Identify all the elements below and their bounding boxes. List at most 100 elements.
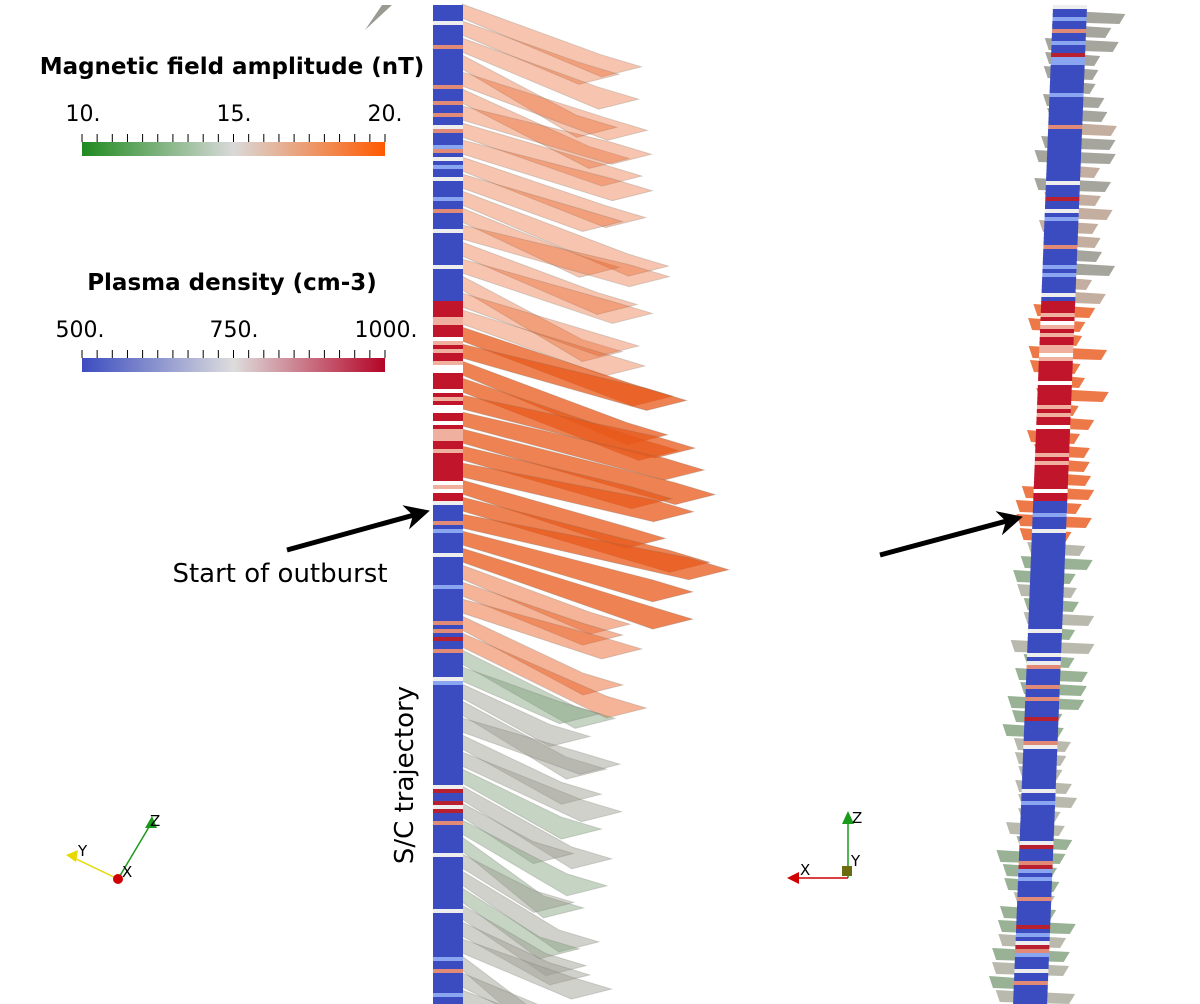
trajectory-segment: [433, 337, 463, 341]
trajectory-segment: [1029, 589, 1064, 593]
trajectory-segment: [1039, 337, 1074, 341]
trajectory-segment: [433, 885, 463, 889]
trajectory-segment: [1043, 245, 1078, 249]
trajectory-segment: [433, 633, 463, 637]
trajectory-segment: [1048, 121, 1083, 125]
axis-z-head: [145, 816, 157, 828]
trajectory-segment: [433, 321, 463, 325]
trajectory-segment: [1049, 81, 1084, 85]
trajectory-segment: [1033, 485, 1068, 489]
trajectory-segment: [1022, 761, 1057, 765]
trajectory-segment: [433, 569, 463, 573]
trajectory-segment: [1020, 813, 1055, 817]
trajectory-segment: [1051, 41, 1086, 45]
trajectory-segment: [433, 561, 463, 565]
field-arrow-glyph: [365, 5, 392, 30]
trajectory-segment: [1021, 789, 1056, 793]
trajectory-segment: [1051, 53, 1086, 57]
trajectory-segment: [1036, 405, 1071, 409]
trajectory-segment: [433, 189, 463, 193]
trajectory-segment: [1021, 797, 1056, 801]
trajectory-segment: [1017, 885, 1052, 889]
trajectory-segment: [1023, 741, 1058, 745]
trajectory-segment: [1026, 665, 1061, 669]
trajectory-segment: [1034, 473, 1069, 477]
trajectory-segment: [433, 285, 463, 289]
trajectory-segment: [1018, 873, 1053, 877]
trajectory-segment: [433, 433, 463, 437]
trajectory-segment: [1049, 85, 1084, 89]
trajectory-segment: [433, 265, 463, 269]
trajectory-segment: [1041, 301, 1076, 305]
trajectory-segment: [1021, 781, 1056, 785]
trajectory-segment: [433, 809, 463, 813]
trajectory-segment: [1013, 993, 1048, 997]
trajectory-segment: [433, 941, 463, 945]
trajectory-segment: [1049, 93, 1084, 97]
trajectory-segment: [433, 581, 463, 585]
trajectory-segment: [433, 985, 463, 989]
trajectory-segment: [433, 901, 463, 905]
axis-z-head: [842, 811, 854, 824]
trajectory-segment: [1025, 689, 1060, 693]
trajectory-segment: [433, 993, 463, 997]
trajectory-segment: [1016, 913, 1051, 917]
trajectory-segment: [1047, 149, 1082, 153]
trajectory-segment: [1024, 729, 1059, 733]
trajectory-segment: [1031, 537, 1066, 541]
trajectory-segment: [1050, 73, 1085, 77]
trajectory-segment: [1015, 949, 1050, 953]
trajectory-segment: [433, 77, 463, 81]
trajectory-segment: [1052, 13, 1087, 17]
trajectory-segment: [433, 341, 463, 345]
density-tick-mid: 750.: [210, 318, 259, 343]
trajectory-segment: [433, 641, 463, 645]
density-colorbar-title: Plasma density (cm-3): [87, 270, 377, 296]
trajectory-segment: [433, 729, 463, 733]
trajectory-segment: [433, 49, 463, 53]
trajectory-segment: [1037, 381, 1072, 385]
trajectory-segment: [433, 593, 463, 597]
trajectory-segment: [1023, 753, 1058, 757]
trajectory-segment: [433, 53, 463, 57]
trajectory-segment: [433, 85, 463, 89]
trajectory-segment: [433, 597, 463, 601]
trajectory-segment: [433, 125, 463, 129]
trajectory-segment: [433, 297, 463, 301]
trajectory-segment: [1022, 773, 1057, 777]
trajectory-segment: [1040, 317, 1075, 321]
trajectory-segment: [433, 461, 463, 465]
trajectory-segment: [433, 61, 463, 65]
trajectory-segment: [1024, 705, 1059, 709]
trajectory-segment: [433, 93, 463, 97]
trajectory-segment: [1033, 489, 1068, 493]
trajectory-segment: [433, 253, 463, 257]
trajectory-segment: [433, 197, 463, 201]
trajectory-segment: [433, 813, 463, 817]
trajectory-segment: [433, 465, 463, 469]
trajectory-segment: [433, 181, 463, 185]
trajectory-segment: [1032, 521, 1067, 525]
trajectory-segment: [433, 769, 463, 773]
magnetic-tick-max: 20.: [368, 102, 403, 127]
trajectory-segment: [433, 521, 463, 525]
trajectory-segment: [1037, 389, 1072, 393]
trajectory-segment: [433, 613, 463, 617]
trajectory-segment: [433, 281, 463, 285]
trajectory-segment: [433, 13, 463, 17]
trajectory-segment: [1017, 893, 1052, 897]
trajectory-segment: [1035, 433, 1070, 437]
trajectory-segment: [1051, 33, 1086, 37]
trajectory-segment: [433, 669, 463, 673]
trajectory-segment: [433, 381, 463, 385]
trajectory-segment: [433, 977, 463, 981]
trajectory-segment: [1032, 513, 1067, 517]
trajectory-segment: [1028, 605, 1063, 609]
trajectory-segment: [433, 621, 463, 625]
trajectory-segment: [1040, 321, 1075, 325]
trajectory-segment: [433, 489, 463, 493]
trajectory-segment: [433, 217, 463, 221]
density-colorbar-gradient: [82, 358, 385, 372]
density-colorbar-tick-marks: [81, 350, 386, 358]
